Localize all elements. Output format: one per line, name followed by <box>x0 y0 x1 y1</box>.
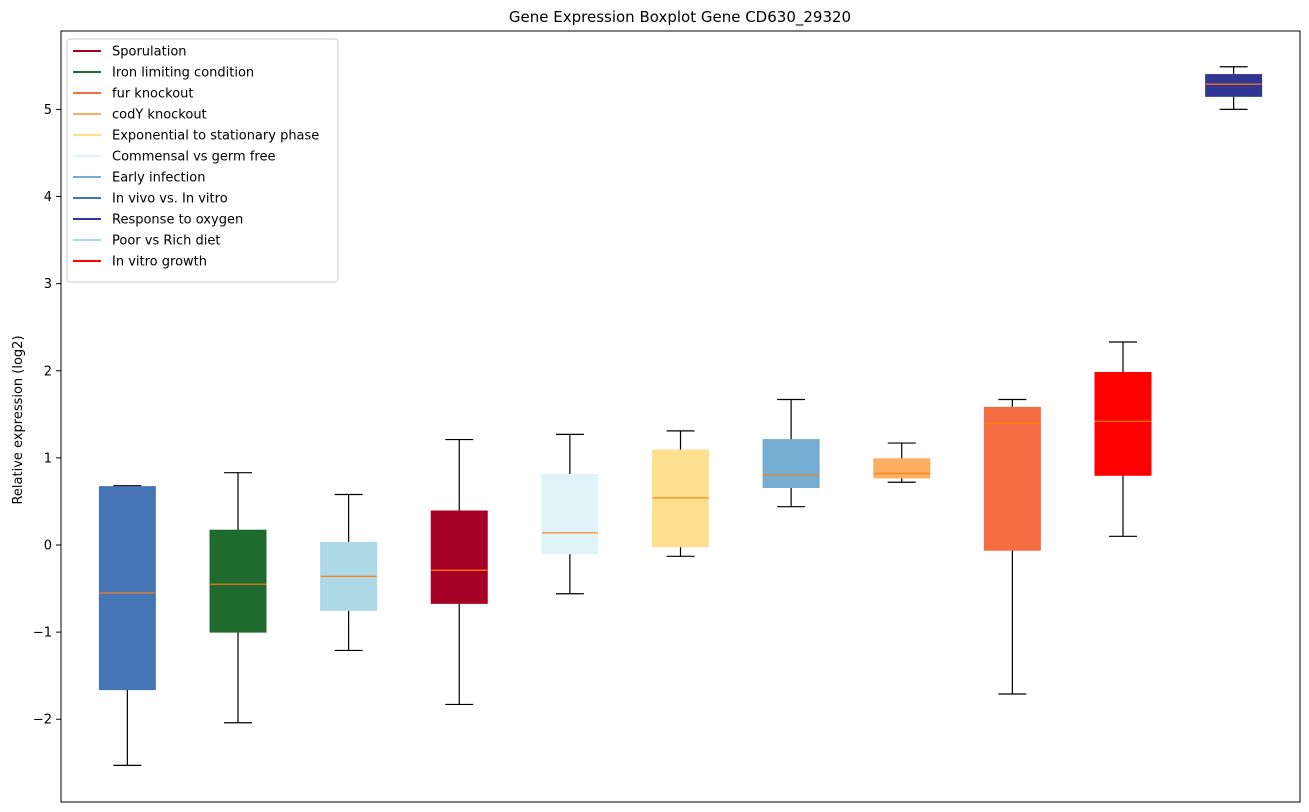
box-body <box>209 529 267 633</box>
legend-label: In vivo vs. In vitro <box>112 192 228 207</box>
box-body <box>1094 372 1152 476</box>
legend-label: Commensal vs germ free <box>112 150 275 165</box>
legend-entry: In vitro growth <box>73 255 207 270</box>
chart-title: Gene Expression Boxplot Gene CD630_29320 <box>509 8 851 27</box>
y-axis-label: Relative expression (log2) <box>11 335 26 504</box>
box-7 <box>762 398 820 508</box>
box-2 <box>209 472 267 724</box>
y-axis-ticks: −2 −1 0 1 2 3 4 5 <box>33 103 61 728</box>
box-1 <box>98 485 156 767</box>
box-10 <box>1094 341 1152 537</box>
legend-entry: codY knockout <box>73 108 207 123</box>
legend-entry: Iron limiting condition <box>73 66 254 81</box>
legend-entry: Poor vs Rich diet <box>73 234 220 249</box>
legend-entry: fur knockout <box>73 87 194 102</box>
legend-entry: Exponential to stationary phase <box>73 129 319 144</box>
legend-label: Exponential to stationary phase <box>112 129 319 144</box>
y-tick-label: −1 <box>33 626 52 641</box>
y-tick-label: 1 <box>44 451 52 466</box>
box-body <box>1205 74 1263 97</box>
box-body <box>98 486 156 691</box>
legend-entry: Commensal vs germ free <box>73 150 275 165</box>
legend-label: Sporulation <box>112 45 187 60</box>
legend-entry: Sporulation <box>73 45 187 60</box>
y-tick-label: 2 <box>44 364 52 379</box>
legend-entry: Response to oxygen <box>73 213 243 228</box>
box-4 <box>430 438 488 706</box>
box-body <box>430 510 488 604</box>
box-body <box>873 458 931 479</box>
y-tick-label: 3 <box>44 277 52 292</box>
plot-frame <box>60 30 1301 803</box>
box-6 <box>652 430 709 557</box>
legend-label: fur knockout <box>112 87 194 102</box>
legend-label: Early infection <box>112 171 205 186</box>
box-5 <box>541 433 599 595</box>
box-body <box>762 439 820 489</box>
box-3 <box>320 493 378 652</box>
box-9 <box>983 398 1041 695</box>
legend-entry: Early infection <box>73 171 205 186</box>
y-tick-label: 4 <box>44 190 52 205</box>
box-8 <box>873 442 931 483</box>
box-body <box>541 473 599 555</box>
legend-label: Iron limiting condition <box>112 66 254 81</box>
legend-label: Response to oxygen <box>112 213 243 228</box>
box-11 <box>1205 66 1263 111</box>
legend-label: codY knockout <box>112 108 207 123</box>
legend-frame <box>66 38 339 283</box>
y-tick-label: 5 <box>44 103 52 118</box>
y-tick-label: 0 <box>44 539 52 554</box>
legend: Sporulation Iron limiting condition fur kn… <box>66 38 339 283</box>
y-tick-label: −2 <box>33 713 52 728</box>
legend-label: Poor vs Rich diet <box>112 234 220 249</box>
box-series <box>98 66 1263 767</box>
legend-label: In vitro growth <box>112 255 207 270</box>
box-body <box>983 406 1041 551</box>
legend-entry: In vivo vs. In vitro <box>73 192 228 207</box>
